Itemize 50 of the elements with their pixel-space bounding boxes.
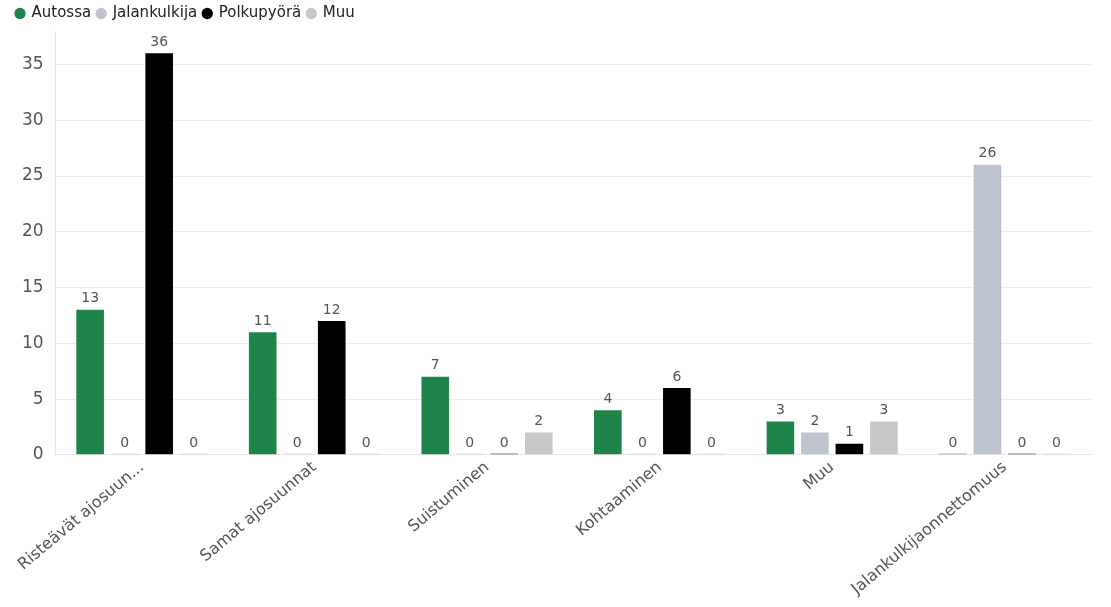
bar [835, 443, 864, 455]
y-tick-label: 25 [21, 164, 44, 185]
data-label: 3 [879, 401, 889, 418]
data-label: 36 [150, 32, 169, 49]
data-label: 1 [844, 423, 854, 440]
bar [317, 321, 346, 455]
bar [870, 421, 898, 455]
bar [594, 410, 622, 455]
data-label: 0 [465, 433, 475, 450]
data-label: 0 [120, 433, 130, 450]
bar [145, 53, 173, 455]
data-label: 0 [361, 433, 371, 450]
data-label: 26 [978, 144, 997, 161]
data-label: 0 [706, 433, 716, 450]
data-label: 11 [253, 311, 272, 328]
data-label: 12 [322, 300, 341, 317]
bar [421, 376, 450, 455]
y-tick-label: 0 [32, 443, 44, 464]
data-label: 0 [637, 433, 647, 450]
bar [766, 421, 795, 455]
data-label: 0 [948, 433, 958, 450]
y-tick-label: 35 [21, 52, 44, 73]
data-label: 2 [534, 412, 544, 429]
bar [801, 432, 829, 455]
data-label: 4 [603, 389, 613, 406]
legend-label: Polkupyörä [218, 3, 302, 22]
bar [973, 164, 1002, 455]
y-tick-label: 15 [21, 275, 44, 296]
data-label: 0 [292, 433, 302, 450]
data-label: 13 [81, 289, 100, 306]
bar [76, 309, 104, 455]
y-tick-label: 5 [32, 387, 44, 408]
x-tick-label: Muu [799, 456, 838, 494]
data-label: 0 [189, 433, 199, 450]
y-tick-label: 20 [21, 220, 44, 241]
bar [525, 432, 553, 455]
y-tick-label: 10 [21, 331, 44, 352]
data-label: 0 [1017, 433, 1027, 450]
legend-label: Muu [322, 3, 355, 22]
data-label: 7 [430, 356, 440, 373]
data-label: 2 [810, 412, 820, 429]
data-label: 6 [672, 367, 682, 384]
y-tick-label: 30 [21, 108, 44, 129]
data-label: 0 [499, 433, 509, 450]
data-label: 3 [775, 401, 785, 418]
legend-label: Autossa [31, 3, 92, 22]
bar [663, 387, 691, 455]
bar [248, 332, 277, 455]
legend-label: Jalankulkija [111, 3, 198, 22]
data-label: 0 [1052, 433, 1061, 450]
